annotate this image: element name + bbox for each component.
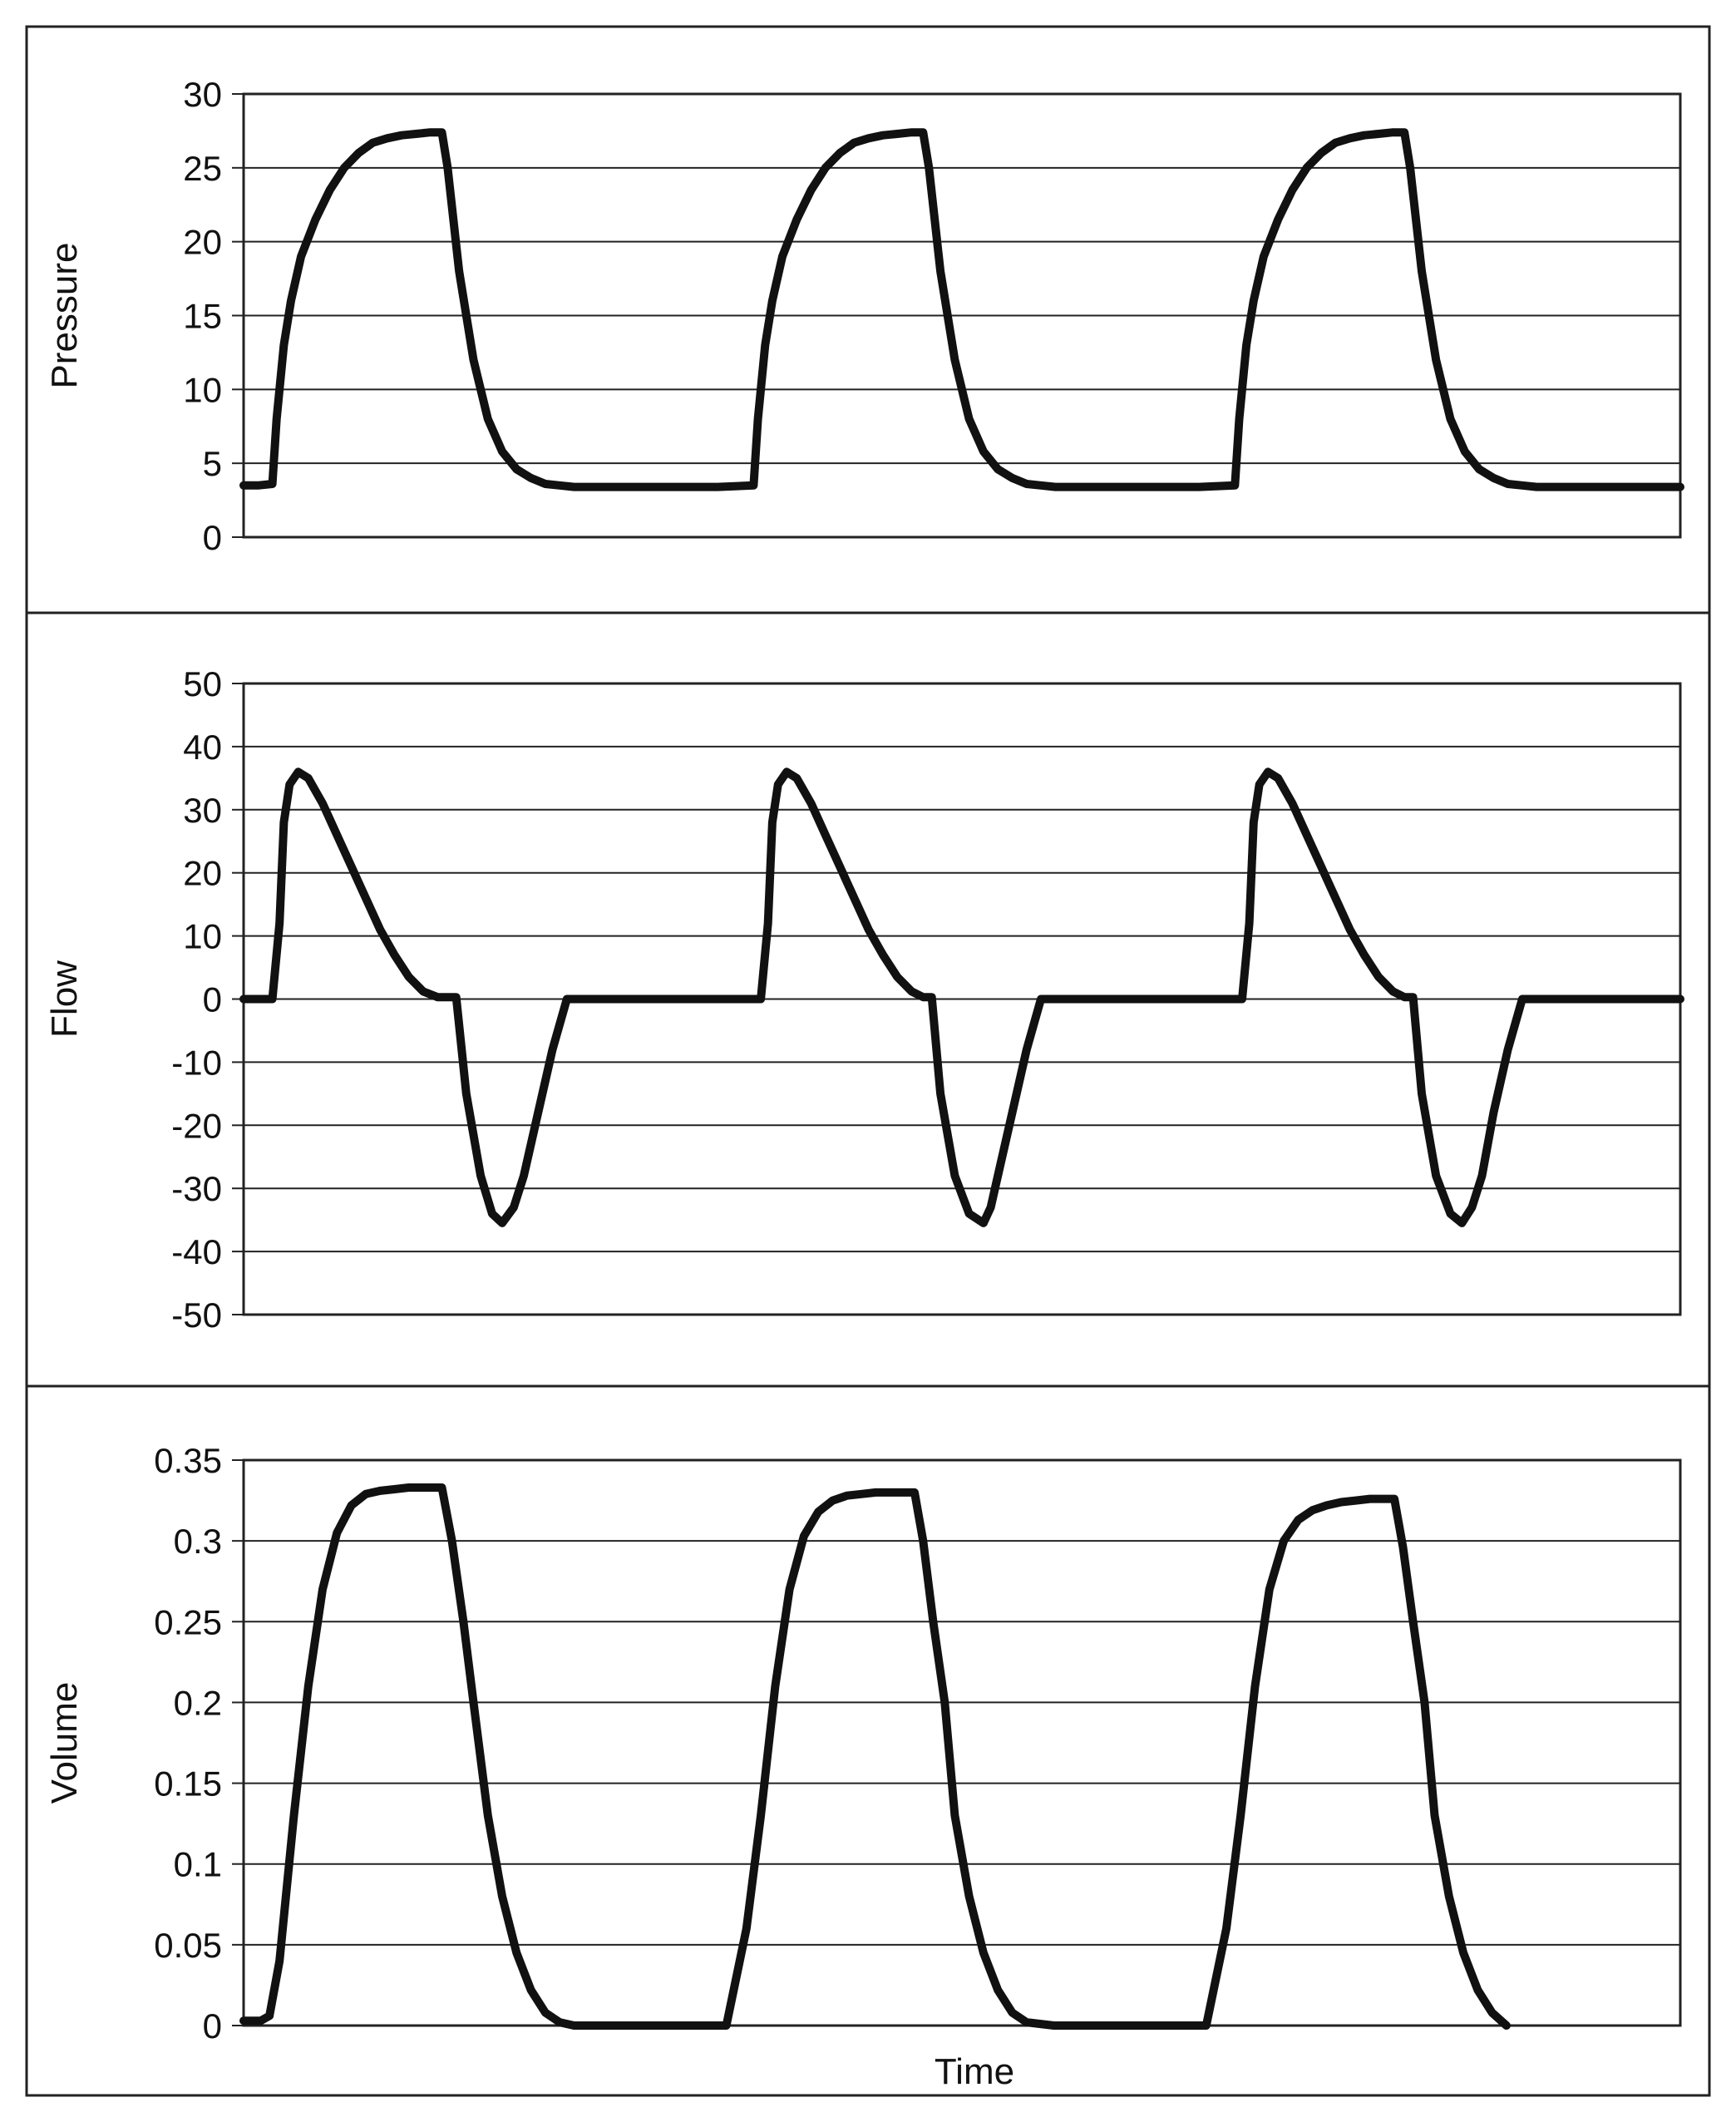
y-tick-label: 0.2	[174, 1683, 222, 1722]
y-tick-label: 15	[183, 297, 222, 336]
flow-panel: -50 -40 -30 -20 -10 0 10 20 30 40 50 Flow	[44, 664, 1684, 1335]
plot-border	[242, 92, 1682, 539]
series-line	[239, 128, 1684, 491]
y-axis-label: Pressure	[44, 242, 85, 388]
series-line	[239, 767, 1684, 1227]
series-line	[239, 1483, 1511, 2030]
y-axis-label: Flow	[44, 960, 85, 1038]
y-tick-label: 0	[203, 518, 222, 557]
y-tick-label: 50	[183, 664, 222, 703]
y-tick-label: -30	[171, 1169, 222, 1208]
y-tick-label: 30	[183, 75, 222, 114]
y-tick-label: 0.35	[154, 1441, 222, 1480]
x-axis-label: Time	[935, 2051, 1014, 2092]
y-tick-label: -40	[171, 1232, 222, 1271]
y-tick-label: 0.15	[154, 1764, 222, 1804]
plot-area	[244, 1460, 1680, 2026]
y-axis-label: Volume	[44, 1682, 85, 1804]
y-tick-label: 20	[183, 223, 222, 262]
y-tick-label: 5	[203, 444, 222, 483]
pressure-panel: 0 5 10 15 20 25 30 Pressure	[44, 75, 1684, 557]
y-tick-label: 30	[183, 791, 222, 830]
y-tick-label: -20	[171, 1106, 222, 1145]
y-tick-label: -10	[171, 1043, 222, 1082]
y-tick-label: 0	[203, 980, 222, 1019]
plot-border	[242, 1458, 1682, 2027]
volume-panel: 0 0.05 0.1 0.15 0.2 0.25 0.3 0.35 Volume Time	[44, 1441, 1682, 2092]
y-tick-label: 10	[183, 370, 222, 409]
y-tick-label: -50	[171, 1295, 222, 1335]
y-tick-label: 0.05	[154, 1926, 222, 1965]
y-tick-label: 25	[183, 149, 222, 188]
y-tick-label: 10	[183, 917, 222, 956]
y-tick-label: 0	[203, 2006, 222, 2046]
y-tick-label: 20	[183, 854, 222, 893]
y-tick-label: 0.3	[174, 1522, 222, 1561]
y-tick-label: 40	[183, 728, 222, 767]
y-tick-label: 0.25	[154, 1602, 222, 1641]
y-tick-label: 0.1	[174, 1845, 222, 1884]
